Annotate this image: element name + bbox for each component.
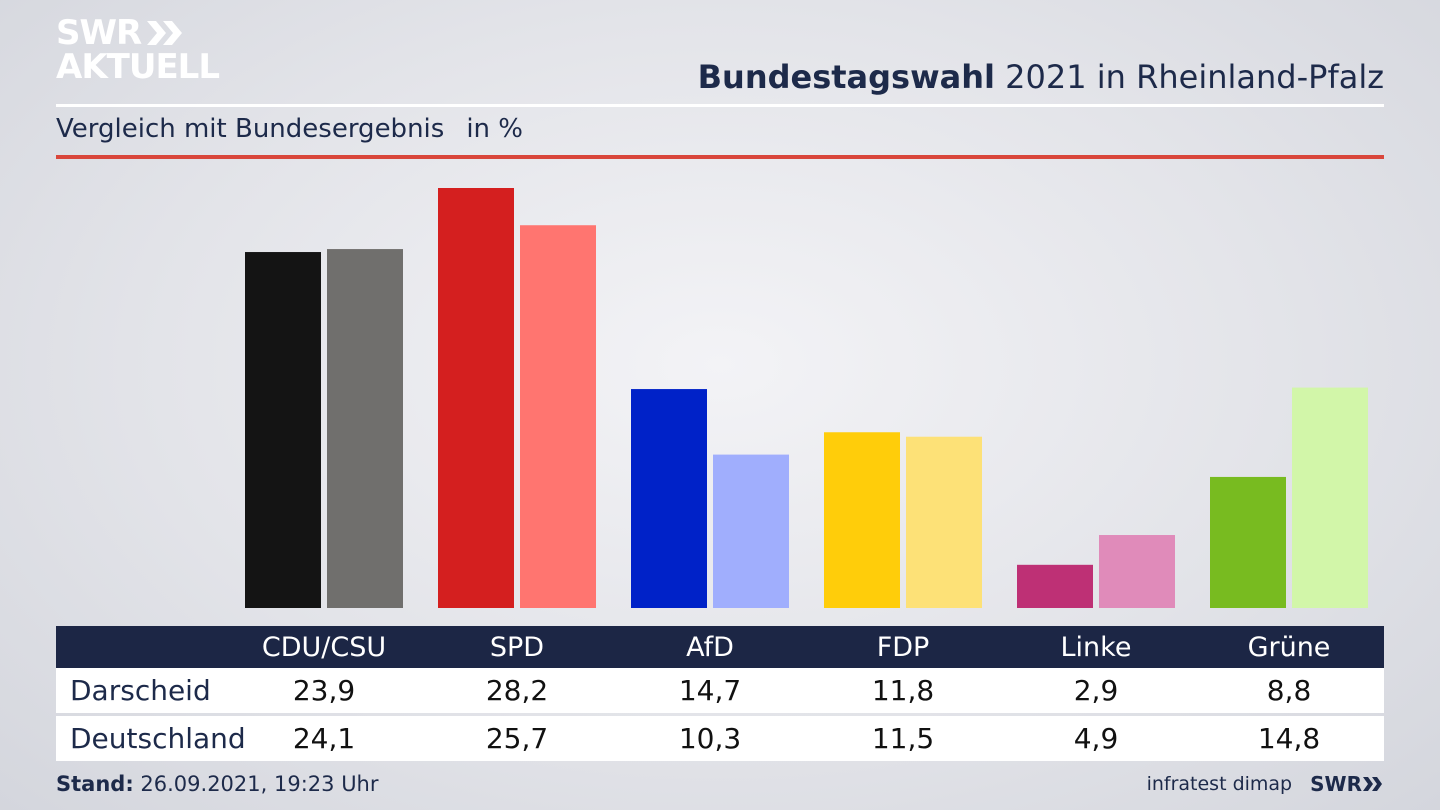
footer-chevrons-icon xyxy=(1363,777,1382,791)
value-cell-darscheid-cdu-csu: 23,9 xyxy=(292,674,356,707)
value-cell-darscheid-linke: 2,9 xyxy=(1073,674,1119,707)
value-cell-deutschland-spd: 25,7 xyxy=(485,722,549,755)
logo-aktuell-text: AKTUELL xyxy=(56,47,220,87)
chart-subtitle: Vergleich mit Bundesergebnis in % xyxy=(56,114,523,144)
footer-timestamp: Stand: 26.09.2021, 19:23 Uhr xyxy=(56,772,379,796)
bar-gr-ne-darscheid xyxy=(1210,476,1286,608)
value-cell-deutschland-linke: 4,9 xyxy=(1073,722,1119,755)
logo-swr-text: SWR xyxy=(56,13,142,53)
bar-cdu-csu-deutschland xyxy=(327,249,403,608)
title-rest: 2021 in Rheinland-Pfalz xyxy=(1005,58,1384,96)
header-cell-gr-ne: Grüne xyxy=(1247,631,1331,663)
bar-afd-darscheid xyxy=(631,389,707,608)
value-cell-darscheid-afd: 14,7 xyxy=(678,674,742,707)
bar-chart xyxy=(245,188,1368,609)
value-cell-deutschland-fdp: 11,5 xyxy=(871,722,935,755)
value-cell-darscheid-gr-ne: 8,8 xyxy=(1266,674,1312,707)
bar-linke-darscheid xyxy=(1017,564,1093,608)
table-row-deutschland: Deutschland 24,1 25,7 10,3 11,5 4,9 14,8 xyxy=(56,716,1384,761)
unit-label: in % xyxy=(466,114,523,144)
header-cell-linke: Linke xyxy=(1060,631,1132,663)
results-table: CDU/CSU SPD AfD FDP Linke Grüne Darscheid 23,… xyxy=(56,626,1384,761)
header-cell-cdu-csu: CDU/CSU xyxy=(261,631,387,663)
row-label-deutschland: Deutschland xyxy=(70,722,246,755)
footer-source: infratest dimap SWR xyxy=(1147,772,1384,796)
header-cell-fdp: FDP xyxy=(876,631,930,663)
row-label-darscheid: Darscheid xyxy=(70,674,211,707)
value-cell-darscheid-fdp: 11,8 xyxy=(871,674,935,707)
stand-value: 26.09.2021, 19:23 Uhr xyxy=(140,772,379,796)
bar-afd-deutschland xyxy=(713,454,789,608)
bar-spd-deutschland xyxy=(520,225,596,608)
stand-label: Stand: xyxy=(56,772,134,796)
subtitle-divider xyxy=(56,155,1384,159)
footer-swr-logo: SWR xyxy=(1310,772,1384,796)
subtitle-text: Vergleich mit Bundesergebnis xyxy=(56,114,445,144)
swr-aktuell-logo: SWR AKTUELL xyxy=(56,13,220,87)
bar-gr-ne-deutschland xyxy=(1292,387,1368,608)
bar-fdp-deutschland xyxy=(906,436,982,608)
title-bold: Bundestagswahl xyxy=(697,58,995,96)
value-cell-deutschland-cdu-csu: 24,1 xyxy=(292,722,356,755)
bar-fdp-darscheid xyxy=(824,432,900,608)
header-divider xyxy=(56,104,1384,107)
header-cell-spd: SPD xyxy=(489,631,545,663)
footer-swr-text: SWR xyxy=(1310,772,1362,796)
bar-cdu-csu-darscheid xyxy=(245,252,321,609)
table-header: CDU/CSU SPD AfD FDP Linke Grüne xyxy=(56,626,1384,668)
value-cell-darscheid-spd: 28,2 xyxy=(485,674,549,707)
logo-chevrons-icon xyxy=(147,21,183,45)
bar-spd-darscheid xyxy=(438,188,514,608)
bar-linke-deutschland xyxy=(1099,535,1175,608)
header-cell-afd: AfD xyxy=(686,631,734,663)
value-cell-deutschland-gr-ne: 14,8 xyxy=(1257,722,1321,755)
value-cell-deutschland-afd: 10,3 xyxy=(678,722,742,755)
table-row-darscheid: Darscheid 23,9 28,2 14,7 11,8 2,9 8,8 xyxy=(56,668,1384,713)
source-text: infratest dimap xyxy=(1146,773,1293,795)
chart-title: Bundestagswahl 2021 in Rheinland-Pfalz xyxy=(698,58,1384,96)
